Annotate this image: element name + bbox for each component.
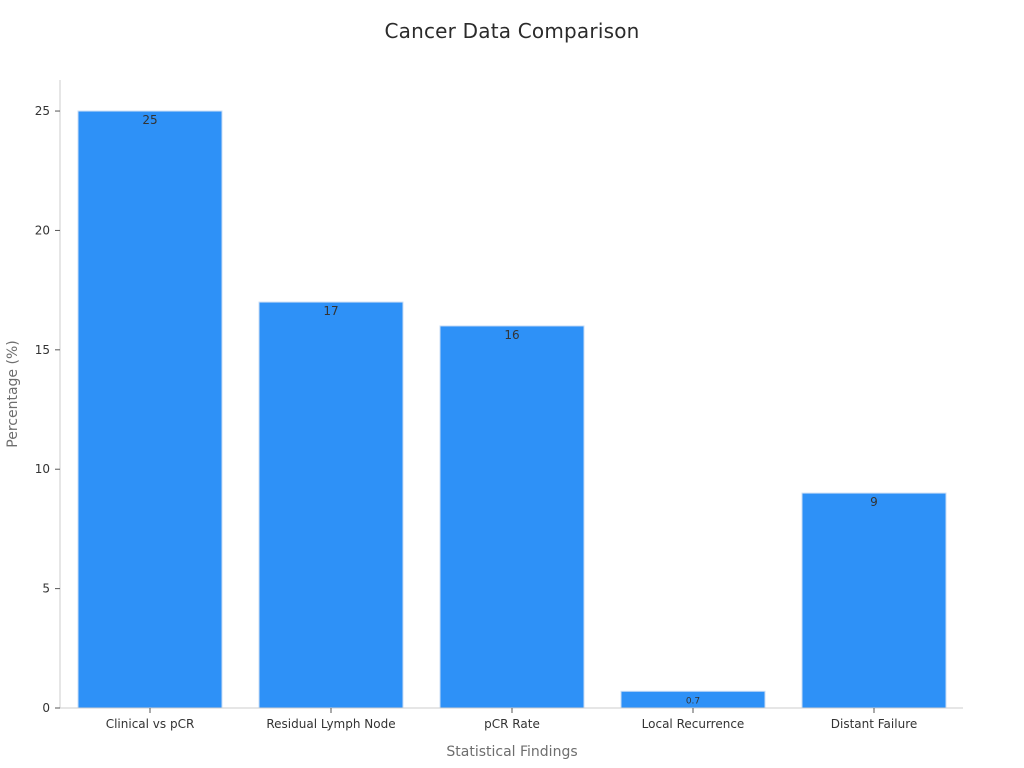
x-axis-ticks: Clinical vs pCR Residual Lymph Node pCR Ra… <box>106 708 918 731</box>
data-label-3: 0.7 <box>686 696 700 706</box>
bar-0 <box>77 110 223 709</box>
x-tick-label-4: Distant Failure <box>831 717 918 731</box>
y-axis-title: Percentage (%) <box>5 340 21 447</box>
y-tick-label-4: 20 <box>35 223 50 237</box>
bar-2 <box>439 325 585 709</box>
chart-title: Cancer Data Comparison <box>384 19 640 43</box>
x-tick-label-1: Residual Lymph Node <box>266 717 395 731</box>
data-label-1: 17 <box>323 304 338 318</box>
y-tick-label-2: 10 <box>35 462 50 476</box>
data-labels-group: 25 17 16 0.7 9 <box>142 113 877 706</box>
x-tick-label-0: Clinical vs pCR <box>106 717 195 731</box>
x-axis-title: Statistical Findings <box>446 744 577 760</box>
data-label-4: 9 <box>870 495 878 509</box>
data-label-2: 16 <box>504 328 519 342</box>
data-label-0: 25 <box>142 113 157 127</box>
x-tick-label-3: Local Recurrence <box>642 717 745 731</box>
y-tick-label-3: 15 <box>35 343 50 357</box>
y-tick-label-5: 25 <box>35 104 50 118</box>
bars-group <box>77 110 947 709</box>
y-axis-ticks: 0 5 10 15 20 25 <box>35 104 60 715</box>
bar-4 <box>801 492 947 709</box>
y-tick-label-0: 0 <box>42 701 50 715</box>
bar-1 <box>258 301 404 709</box>
y-tick-label-1: 5 <box>42 582 50 596</box>
x-tick-label-2: pCR Rate <box>484 717 540 731</box>
